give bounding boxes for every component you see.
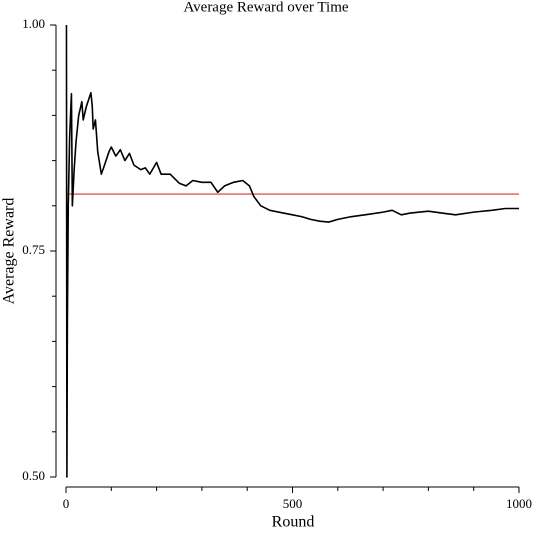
x-tick-label: 1000 [506, 496, 532, 511]
x-tick-label: 500 [283, 496, 303, 511]
series-line [65, 24, 519, 478]
x-tick-label: 0 [63, 496, 70, 511]
y-tick-label: 0.75 [22, 242, 45, 257]
y-tick-label: 1.00 [22, 16, 45, 31]
y-axis-label: Average Reward [1, 198, 18, 305]
x-axis-label: Round [272, 514, 315, 531]
y-tick-label: 0.50 [22, 468, 45, 483]
chart-title: Average Reward over Time [183, 0, 348, 15]
